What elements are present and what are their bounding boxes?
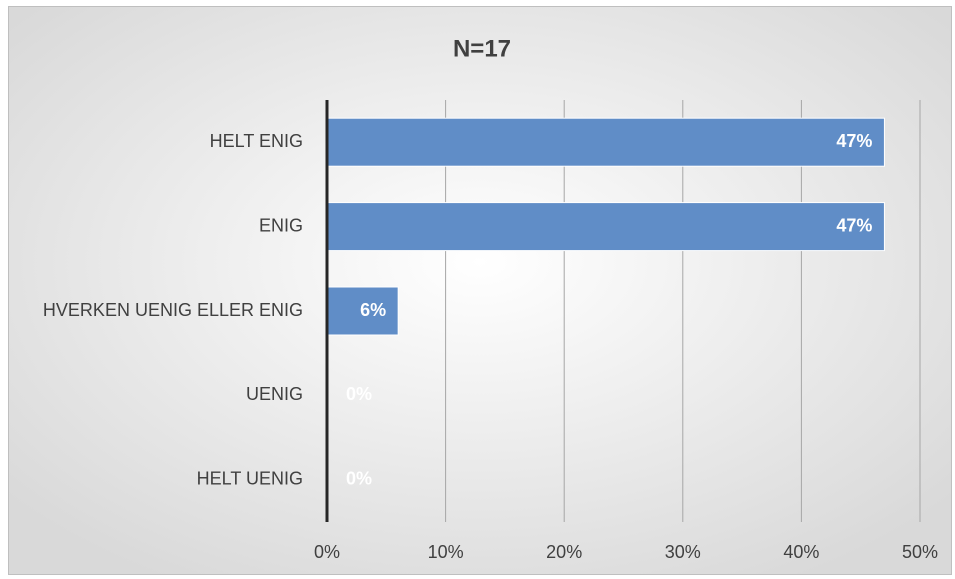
bar [326, 202, 885, 252]
y-tick-label: ENIG [259, 215, 303, 235]
x-tick-label: 50% [902, 542, 938, 562]
x-tick-label: 20% [546, 542, 582, 562]
data-label: 47% [836, 215, 872, 235]
y-tick-label: HELT UENIG [197, 469, 303, 489]
data-label: 0% [346, 469, 372, 489]
data-label: 0% [346, 384, 372, 404]
data-label: 6% [360, 300, 386, 320]
y-tick-label: UENIG [246, 384, 303, 404]
x-tick-label: 0% [314, 542, 340, 562]
chart-area [8, 6, 952, 575]
x-tick-label: 30% [665, 542, 701, 562]
chart-title: N=17 [453, 35, 511, 62]
x-tick-label: 40% [783, 542, 819, 562]
data-label: 47% [836, 131, 872, 151]
y-tick-label: HVERKEN UENIG ELLER ENIG [43, 300, 303, 320]
bar [326, 117, 885, 167]
bar [326, 286, 399, 336]
y-tick-label: HELT ENIG [210, 131, 303, 151]
x-tick-label: 10% [428, 542, 464, 562]
